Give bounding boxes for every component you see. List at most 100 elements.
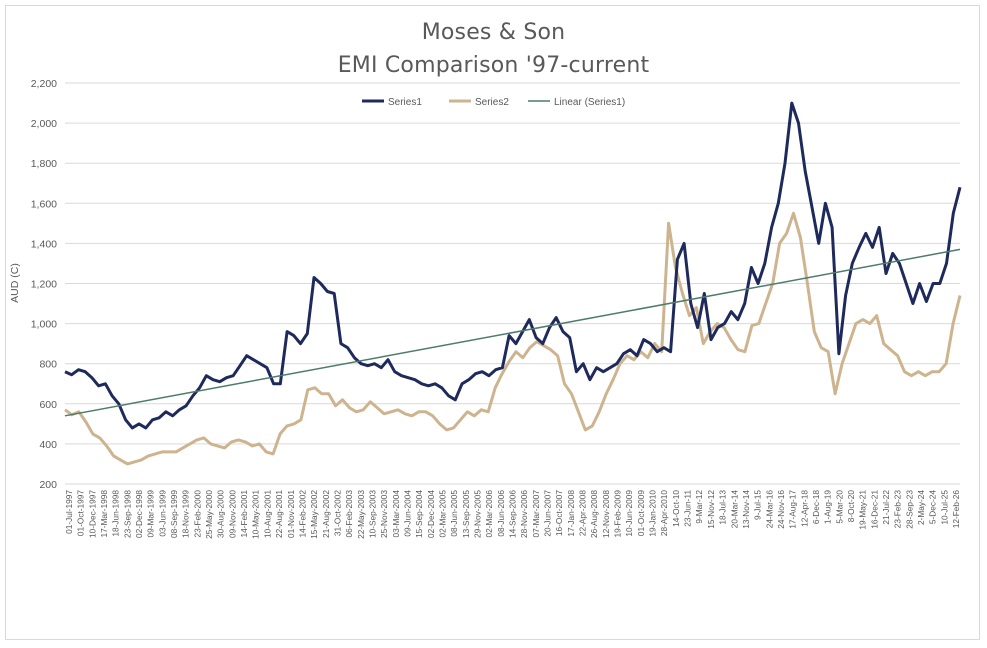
x-tick-label: 07-Mar-2007 xyxy=(531,490,541,538)
x-tick-label: 02-Mar-2005 xyxy=(437,490,447,538)
x-tick-label: 22-Apr-2008 xyxy=(578,490,588,537)
y-tick-label: 1,800 xyxy=(31,158,57,170)
x-tick-label: 16-Oct-2007 xyxy=(554,490,564,537)
x-tick-label: 29-Nov-2005 xyxy=(472,490,482,538)
x-tick-label: 02-Dec-2004 xyxy=(426,490,436,538)
y-tick-label: 1,600 xyxy=(31,198,57,210)
x-tick-label: 10-Aug-2001 xyxy=(262,490,272,538)
series1-line xyxy=(64,101,962,430)
series2-line xyxy=(64,211,962,466)
x-tick-label: 13-Sep-2005 xyxy=(461,490,471,538)
x-tick-label: 21-Aug-2002 xyxy=(321,490,331,538)
x-tick-label: 5-Dec-24 xyxy=(928,490,938,525)
legend-label-2: Series2 xyxy=(475,97,509,108)
x-tick-label: 02-Mar-2006 xyxy=(484,490,494,538)
x-tick-label: 09-Mar-1999 xyxy=(146,490,156,538)
x-tick-label: 26-Aug-2008 xyxy=(589,490,599,538)
x-tick-label: 17-Mar-1998 xyxy=(99,490,109,538)
x-tick-label: 17-Jan-2008 xyxy=(566,490,576,537)
x-tick-label: 10-Dec-1997 xyxy=(87,490,97,538)
x-tick-label: 19-May-21 xyxy=(858,490,868,530)
x-tick-label: 10-Sep-2003 xyxy=(367,490,377,538)
y-tick-label: 1,200 xyxy=(31,279,57,291)
x-tick-label: 31-Oct-2002 xyxy=(332,490,342,537)
x-tick-label: 23-Feb-2000 xyxy=(192,490,202,538)
x-tick-label: 01-Oct-2009 xyxy=(636,490,646,537)
x-tick-label: 24-Mar-16 xyxy=(764,490,774,529)
x-tick-label: 23-Jun-11 xyxy=(683,490,693,527)
x-tick-label: 1-Aug-19 xyxy=(823,490,833,525)
x-tick-label: 8-Oct-20 xyxy=(846,490,856,523)
x-tick-label: 16-Dec-21 xyxy=(869,490,879,529)
x-tick-label: 01-Jul-1997 xyxy=(64,490,74,534)
x-tick-label: 17-Aug-17 xyxy=(788,490,798,529)
x-tick-label: 20-Mar-14 xyxy=(729,490,739,529)
x-tick-label: 24-Nov-16 xyxy=(776,490,786,529)
y-tick-label: 2,200 xyxy=(31,78,57,90)
x-tick-label: 08-Sep-1999 xyxy=(169,490,179,538)
plot-area xyxy=(64,101,962,466)
x-tick-label: 14-Oct-10 xyxy=(671,490,681,527)
x-tick-label: 28-Nov-2006 xyxy=(519,490,529,538)
x-tick-label: 15-Sep-2004 xyxy=(414,490,424,538)
x-tick-label: 08-Jun-2005 xyxy=(449,490,459,537)
x-tick-label: 18-Nov-1999 xyxy=(181,490,191,538)
x-tick-label: 14-Sep-2006 xyxy=(508,490,518,538)
x-tick-label: 10-May-2001 xyxy=(251,490,261,539)
x-tick-label: 15-Nov-12 xyxy=(706,490,716,529)
x-tick-label: 01-Nov-2001 xyxy=(286,490,296,538)
x-tick-label: 25-May-2000 xyxy=(204,490,214,539)
y-tick-label: 1,400 xyxy=(31,238,57,250)
x-tick-label: 9-Jul-15 xyxy=(753,490,763,520)
x-tick-label: 12-Apr-18 xyxy=(799,490,809,527)
x-tick-label: 18-Jul-13 xyxy=(718,490,728,525)
x-tick-label: 03-Mar-2004 xyxy=(391,490,401,538)
y-tick-label: 600 xyxy=(39,399,57,411)
x-tick-label: 22-Aug-2001 xyxy=(274,490,284,538)
chart-title: Moses & Son xyxy=(421,20,566,45)
x-tick-label: 14-Feb-2001 xyxy=(239,490,249,538)
y-axis-label: AUD (C) xyxy=(9,263,21,303)
x-tick-label: 28-Apr-2010 xyxy=(659,490,669,537)
y-axis-ticks: 200 400 600 800 1,000 1,200 1,400 1,600 1,800 2,0… xyxy=(31,78,57,491)
y-tick-label: 1,000 xyxy=(31,319,57,331)
x-tick-label: 10-Jun-2009 xyxy=(624,490,634,537)
legend: Series1 Series2 Linear (Series1) xyxy=(362,97,625,108)
x-tick-label: 20-Jun-2007 xyxy=(543,490,553,537)
x-tick-label: 02-Dec-1998 xyxy=(134,490,144,538)
x-tick-label: 2-May-24 xyxy=(916,490,926,525)
gridlines xyxy=(65,82,960,485)
x-tick-label: 12-Nov-2008 xyxy=(601,490,611,538)
x-axis-ticks: 01-Jul-1997 01-Oct-1997 10-Dec-1997 17-Mar-… xyxy=(64,490,961,539)
x-tick-label: 19-Jan-2010 xyxy=(648,490,658,537)
x-tick-label: 25-Nov-2003 xyxy=(379,490,389,538)
x-tick-label: 9-Mar-12 xyxy=(694,490,704,524)
x-tick-label: 09-Nov-2000 xyxy=(227,490,237,538)
y-tick-label: 800 xyxy=(39,359,57,371)
x-tick-label: 06-Feb-2003 xyxy=(344,490,354,538)
x-tick-label: 10-Jul-25 xyxy=(939,490,949,525)
x-tick-label: 22-May-2003 xyxy=(356,490,366,539)
x-tick-label: 23-Sep-1998 xyxy=(122,490,132,538)
x-tick-label: 21-Jul-22 xyxy=(881,490,891,525)
x-tick-label: 03-Jun-1999 xyxy=(157,490,167,537)
legend-label-1: Series1 xyxy=(388,97,422,108)
x-tick-label: 01-Oct-1997 xyxy=(76,490,86,537)
x-tick-label: 15-May-2002 xyxy=(309,490,319,539)
x-tick-label: 12-Feb-26 xyxy=(951,490,961,529)
x-tick-label: 23-Feb-23 xyxy=(893,490,903,529)
y-tick-label: 2,000 xyxy=(31,118,57,130)
x-tick-label: 28-Sep-23 xyxy=(904,490,914,529)
chart-frame xyxy=(5,5,980,640)
y-tick-label: 200 xyxy=(39,479,57,491)
x-tick-label: 19-Feb-2009 xyxy=(613,490,623,538)
x-tick-label: 08-Jun-2006 xyxy=(496,490,506,537)
y-tick-label: 400 xyxy=(39,439,57,451)
x-tick-label: 09-Jun-2004 xyxy=(402,490,412,537)
x-tick-label: 6-Dec-18 xyxy=(811,490,821,525)
chart-subtitle: EMI Comparison '97-current xyxy=(337,53,650,78)
x-tick-label: 13-Nov-14 xyxy=(741,490,751,529)
x-tick-label: 18-Jun-1998 xyxy=(111,490,121,537)
linear-trendline xyxy=(64,248,961,417)
